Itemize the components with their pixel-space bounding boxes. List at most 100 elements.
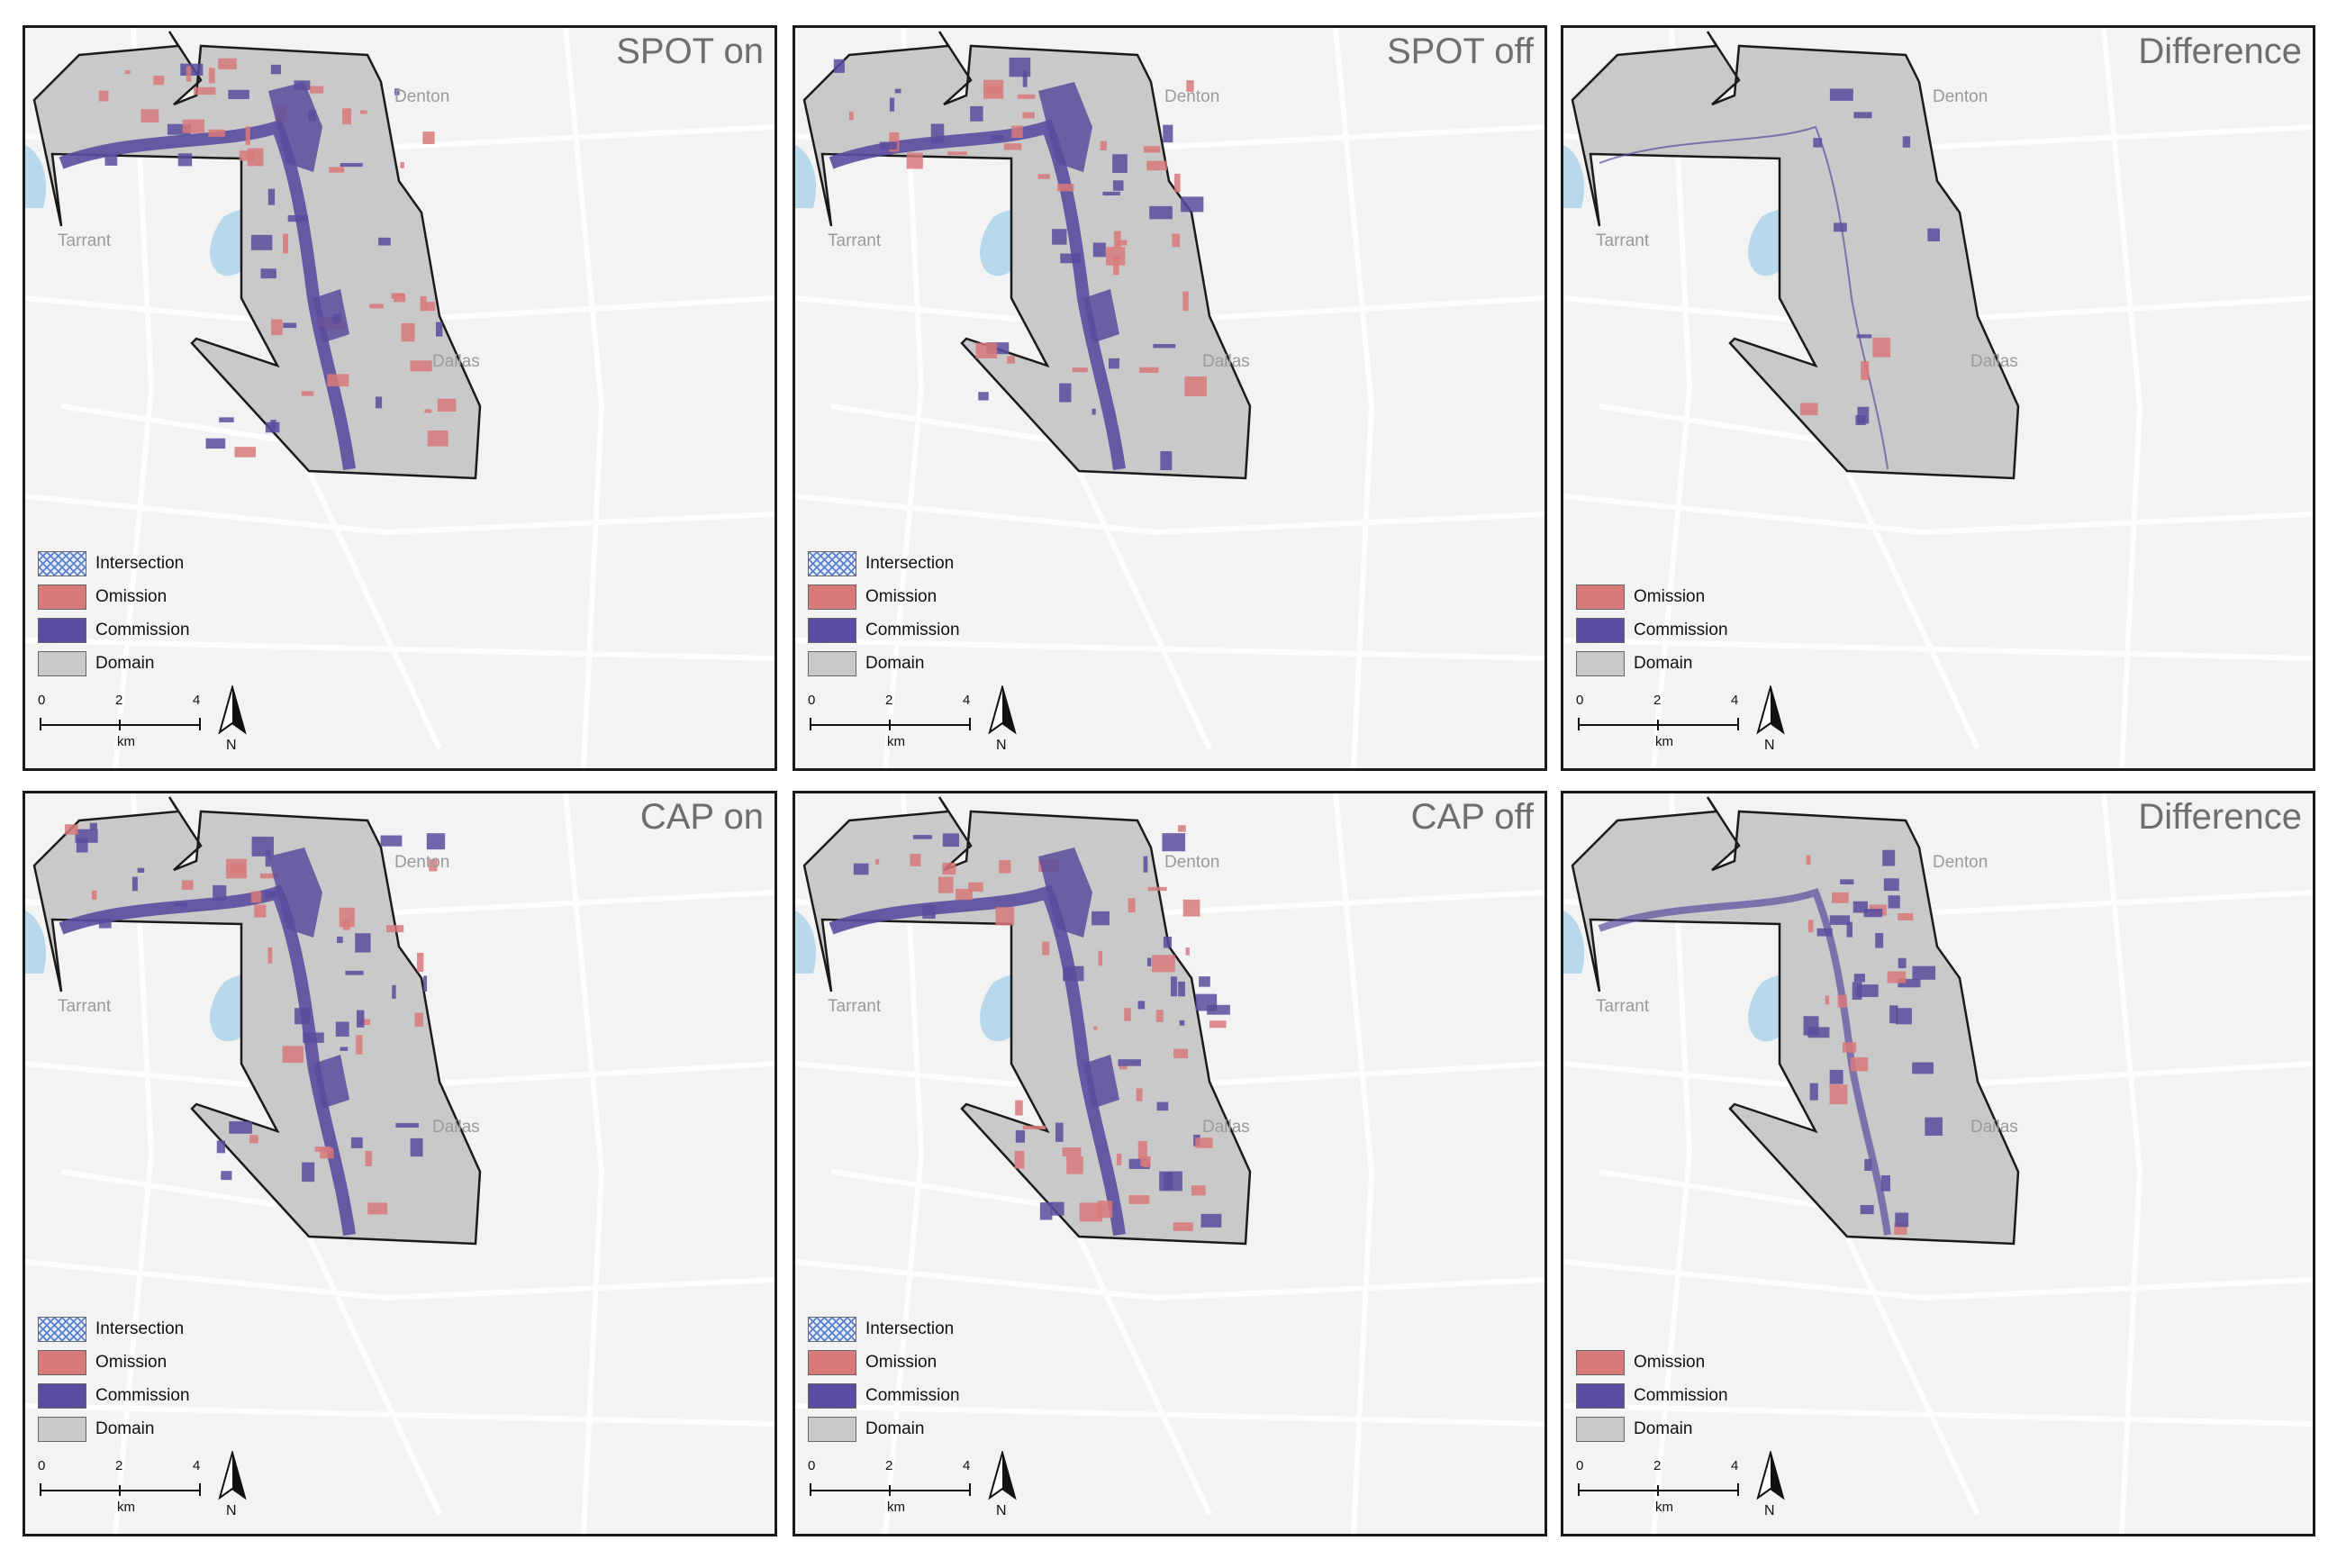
scale-tick: 2 — [885, 1458, 893, 1473]
legend-omission: Omission — [38, 580, 190, 613]
commission-patch — [1875, 932, 1884, 948]
commission-patch — [89, 822, 97, 830]
scale-line — [1578, 718, 1739, 730]
flood-features — [1598, 849, 1943, 1236]
omission-patch — [301, 391, 314, 396]
scale-tick: 2 — [1653, 1458, 1662, 1473]
legend-omission: Omission — [38, 1346, 190, 1379]
omission-patch — [1898, 913, 1914, 920]
commission-patch — [1112, 180, 1124, 191]
omission-patch — [1887, 971, 1907, 983]
legend-label: Omission — [1634, 586, 1706, 606]
legend-commission: Commission — [1576, 1379, 1728, 1412]
omission-patch — [181, 880, 194, 891]
commission-patch — [380, 835, 403, 847]
scale-line — [40, 1483, 201, 1496]
domain-swatch — [1576, 1416, 1625, 1442]
omission-patch — [310, 86, 324, 94]
omission-swatch — [808, 584, 856, 610]
place-label-denton: Denton — [1933, 87, 1988, 106]
commission-patch — [1803, 1016, 1819, 1036]
omission-patch — [239, 150, 255, 161]
commission-patch — [1902, 136, 1911, 148]
commission-swatch — [1576, 1382, 1625, 1409]
commission-patch — [1137, 1001, 1146, 1010]
commission-patch — [879, 141, 898, 150]
omission-patch — [254, 904, 267, 918]
flood-features — [1599, 88, 1941, 470]
commission-patch — [1856, 334, 1872, 339]
north-arrow-icon: N — [214, 1449, 250, 1523]
legend-commission: Commission — [808, 1379, 960, 1412]
omission-patch — [283, 233, 288, 254]
legend-commission: Commission — [38, 1379, 190, 1412]
scale-line — [810, 718, 971, 730]
legend-domain: Domain — [38, 1412, 190, 1446]
place-label-dallas: Dallas — [1970, 352, 2018, 371]
omission-patch — [1825, 995, 1830, 1005]
legend-omission: Omission — [1576, 580, 1728, 613]
scale-unit: km — [1655, 734, 1673, 749]
commission-patch — [356, 1010, 365, 1028]
map-panel-5: CAP off Denton Tarrant Dallas Intersecti… — [793, 791, 1547, 1536]
omission-patch — [356, 1035, 363, 1055]
commission-patch — [1856, 984, 1879, 998]
lake-shape — [1563, 911, 1585, 974]
commission-patch — [229, 1121, 253, 1134]
commission-patch — [180, 63, 204, 76]
commission-patch — [283, 322, 297, 329]
place-label-dallas: Dallas — [432, 352, 480, 371]
omission-patch — [1062, 1147, 1082, 1156]
legend-label: Omission — [1634, 1352, 1706, 1372]
flood-features — [829, 825, 1230, 1236]
commission-patch — [833, 59, 845, 73]
omission-patch — [339, 907, 355, 928]
legend-label: Omission — [95, 586, 168, 606]
omission-patch — [420, 296, 427, 312]
commission-patch — [1207, 1004, 1230, 1015]
commission-patch — [177, 153, 193, 167]
commission-patch — [213, 884, 227, 902]
omission-patch — [1066, 1156, 1083, 1174]
omission-patch — [64, 824, 78, 835]
scale-bar: 0 2 4 km — [1576, 693, 1747, 757]
commission-patch — [1015, 1130, 1026, 1143]
legend-intersection: Intersection — [38, 547, 190, 580]
omission-patch — [1186, 80, 1194, 92]
commission-patch — [394, 88, 400, 95]
commission-patch — [1195, 993, 1218, 1011]
commission-patch — [1816, 928, 1833, 937]
legend-label: Omission — [865, 1352, 938, 1372]
intersection-swatch — [808, 1316, 856, 1342]
commission-patch — [1052, 229, 1067, 245]
commission-patch — [340, 1047, 349, 1051]
omission-patch — [124, 69, 131, 75]
scale-bar: 0 2 4 km — [1576, 1458, 1747, 1523]
commission-patch — [76, 838, 88, 853]
omission-patch — [230, 865, 245, 875]
scale-tick: 4 — [1731, 1458, 1739, 1473]
commission-swatch — [1576, 617, 1625, 643]
omission-patch — [1143, 146, 1161, 153]
commission-patch — [1857, 406, 1870, 424]
omission-patch — [938, 876, 954, 893]
legend-label: Commission — [95, 1385, 190, 1405]
omission-patch — [369, 304, 384, 309]
commission-patch — [1112, 154, 1128, 173]
place-label-dallas: Dallas — [1970, 1118, 2018, 1137]
commission-patch — [392, 984, 396, 999]
commission-patch — [335, 1021, 349, 1037]
commission-patch — [1164, 1172, 1173, 1191]
omission-patch — [947, 151, 968, 156]
commission-patch — [1039, 1202, 1053, 1220]
scale-unit: km — [117, 734, 135, 749]
omission-patch — [942, 862, 956, 875]
commission-patch — [340, 163, 363, 168]
omission-patch — [1042, 941, 1050, 956]
place-label-denton: Denton — [1164, 87, 1220, 106]
commission-patch — [395, 1122, 420, 1128]
commission-patch — [1128, 1158, 1150, 1169]
commission-patch — [302, 1162, 315, 1183]
omission-patch — [417, 952, 424, 972]
omission-patch — [1057, 184, 1074, 192]
